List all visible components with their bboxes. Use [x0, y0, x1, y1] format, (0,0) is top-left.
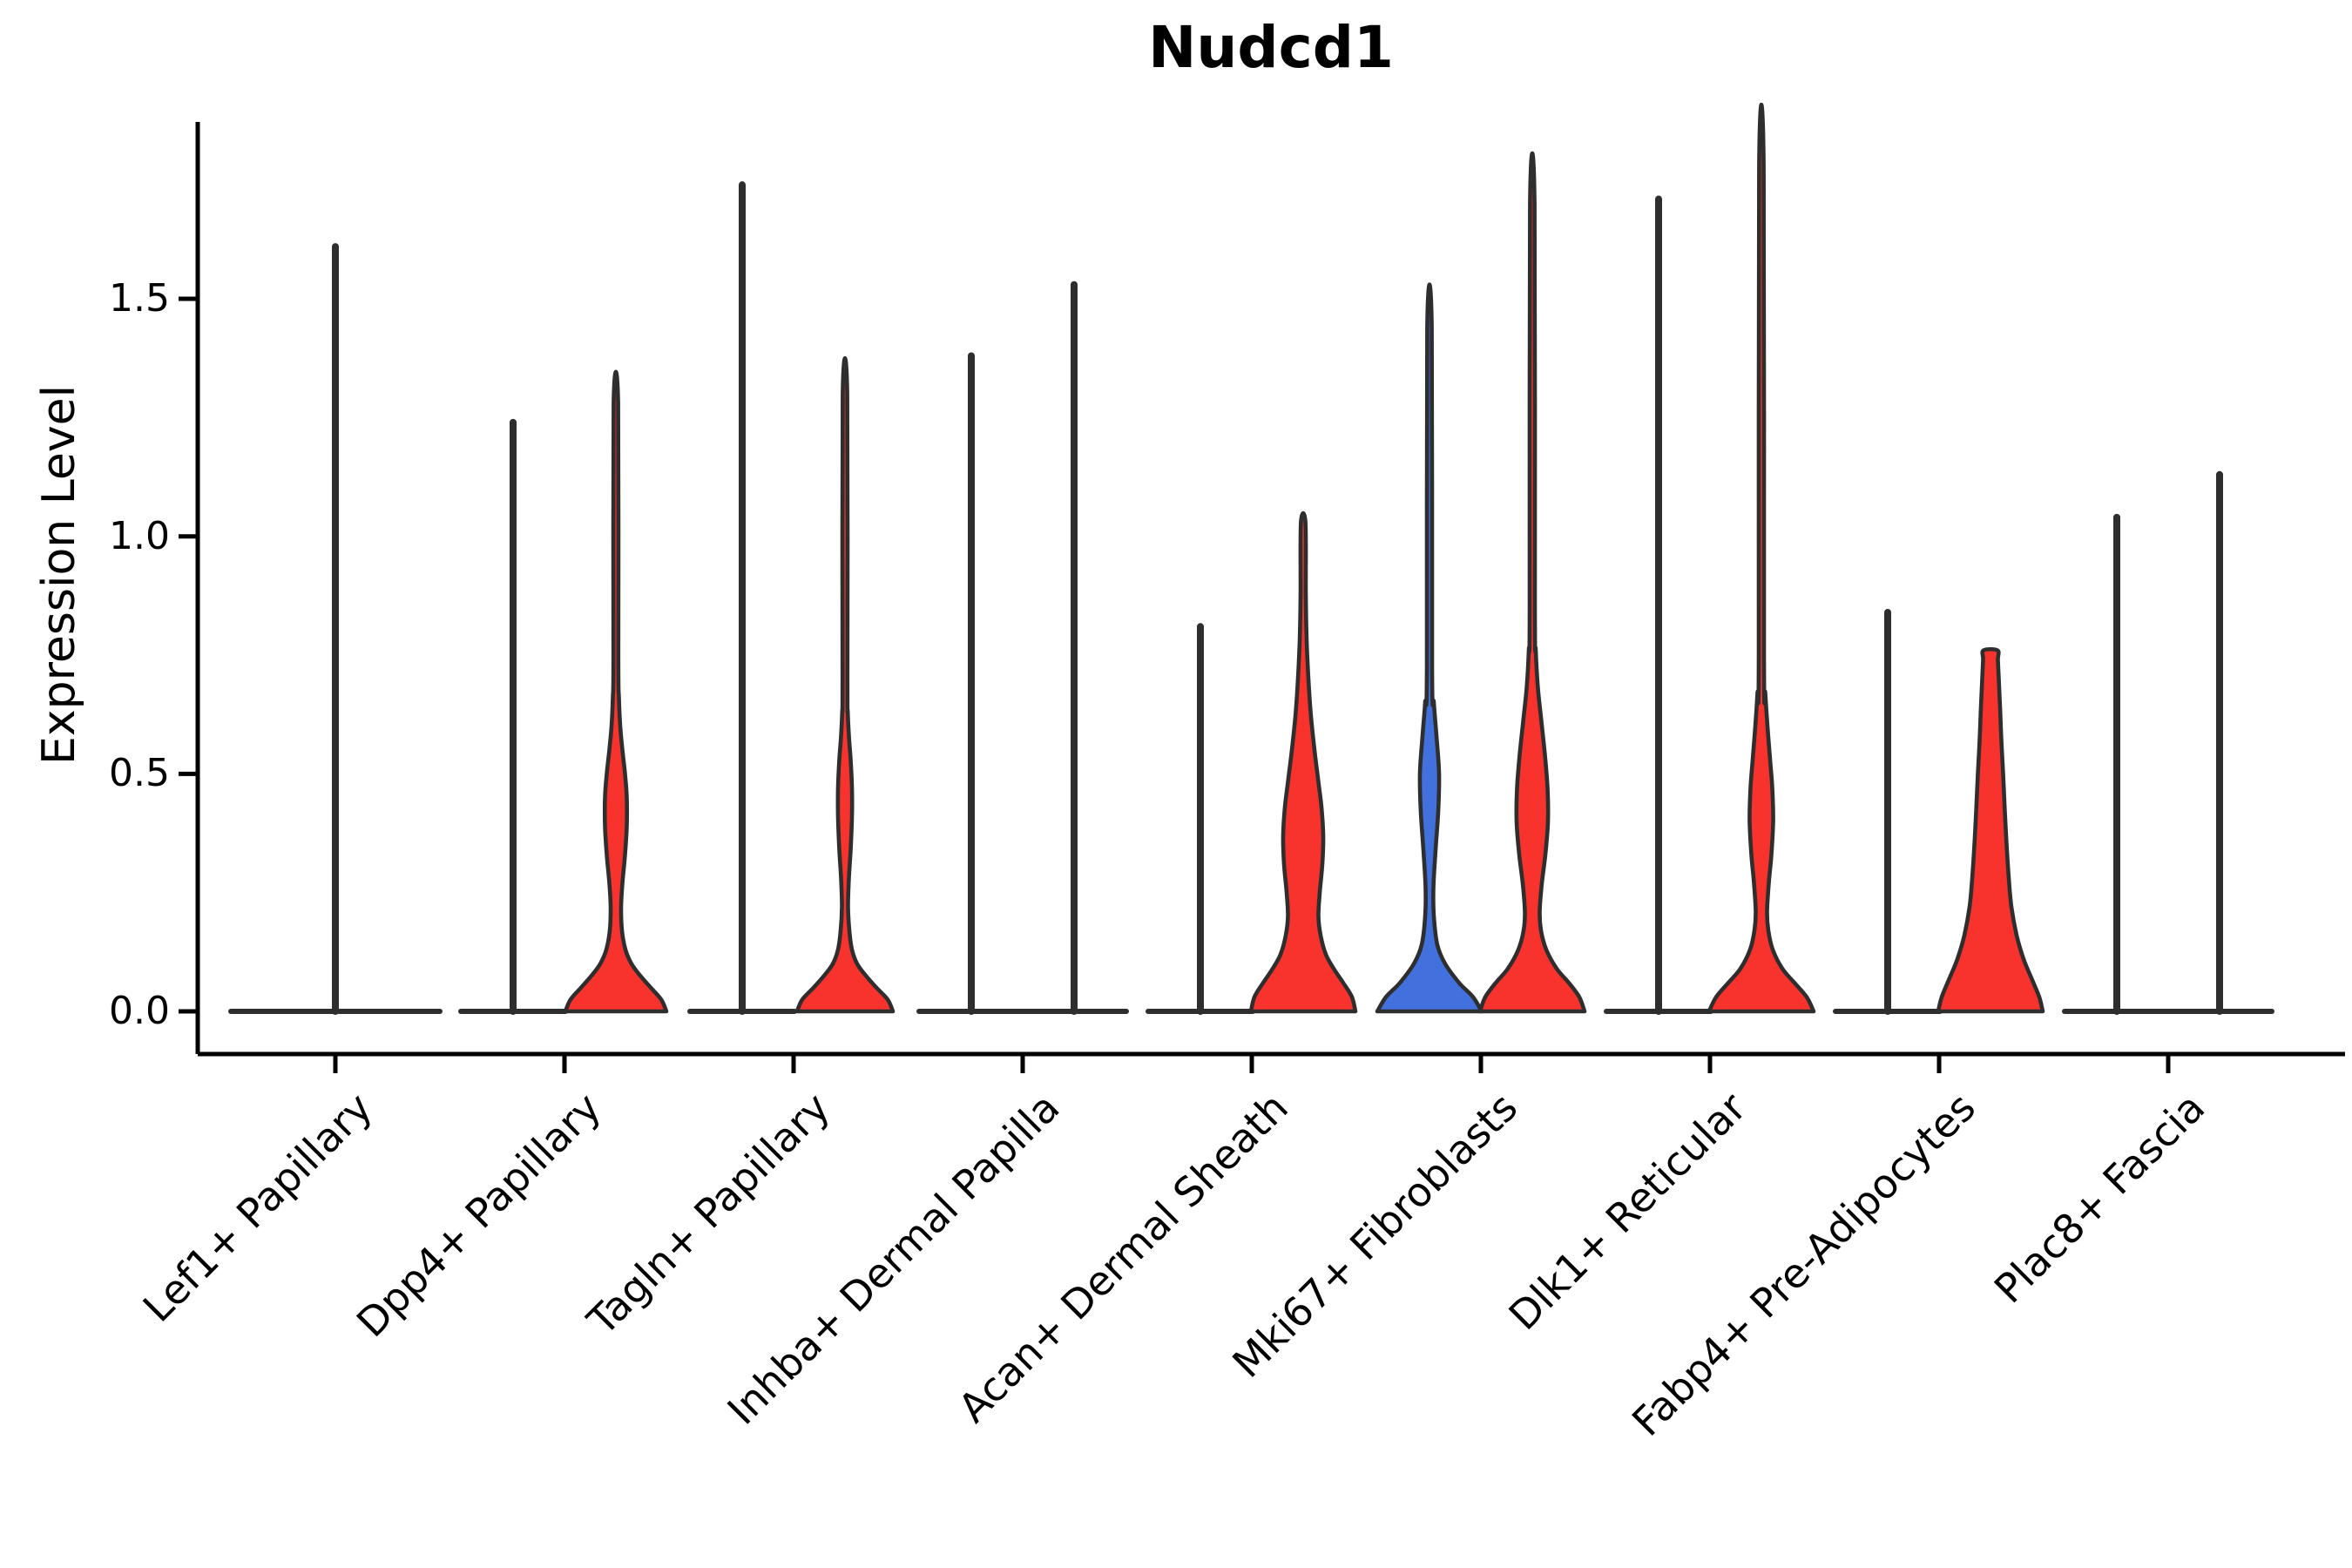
y-tick-label: 0.0 — [109, 989, 170, 1033]
y-tick-label: 1.0 — [109, 513, 170, 558]
violin-6-right — [1707, 102, 1816, 1014]
violin-2-right — [794, 356, 896, 1014]
violin-5-left — [1375, 282, 1484, 1014]
y-tick-label: 1.5 — [109, 276, 170, 321]
violin-1-right — [563, 369, 669, 1014]
plot-title: Nudcd1 — [1148, 14, 1394, 81]
violin-5-right — [1477, 152, 1587, 1014]
violin-4-right — [1248, 510, 1358, 1014]
y-tick-label: 0.5 — [109, 751, 170, 796]
violin-7-right — [1936, 646, 2045, 1014]
